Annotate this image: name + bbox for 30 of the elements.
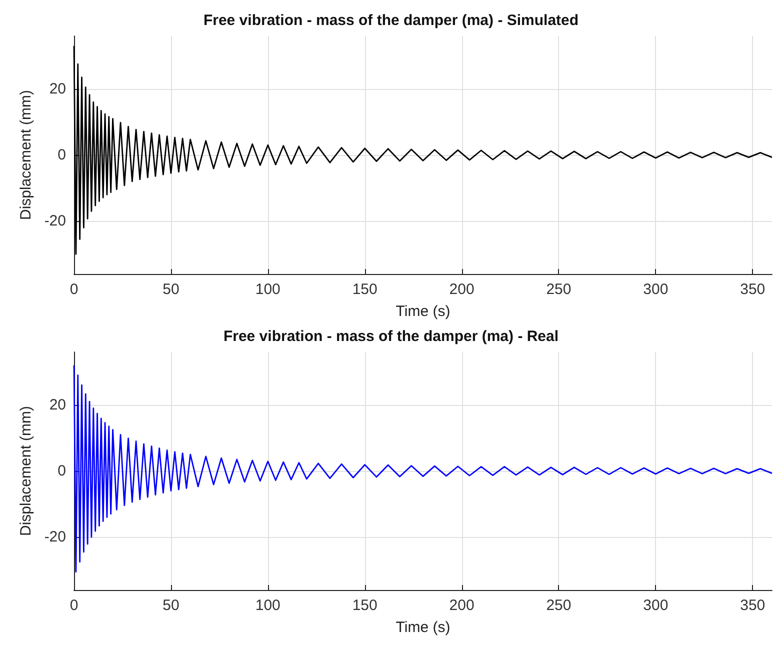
y-axis-title: Displacement (mm) bbox=[17, 90, 34, 220]
y-tick-label: 0 bbox=[58, 462, 66, 480]
y-tick-label: 20 bbox=[49, 80, 66, 98]
x-tick-label: 200 bbox=[449, 281, 474, 298]
x-tick-label: 50 bbox=[162, 281, 180, 298]
chart-title: Free vibration - mass of the damper (ma) - Simulated bbox=[203, 12, 579, 29]
x-tick-label: 100 bbox=[255, 281, 280, 298]
y-tick-label: -20 bbox=[44, 528, 66, 546]
x-tick-label: 300 bbox=[643, 597, 668, 614]
x-axis-title: Time (s) bbox=[396, 619, 450, 636]
x-tick-label: 50 bbox=[162, 597, 180, 614]
line-series bbox=[73, 45, 773, 255]
x-tick-label: 350 bbox=[740, 281, 766, 298]
y-tick-label: 20 bbox=[49, 396, 66, 414]
x-tick-label: 100 bbox=[255, 597, 280, 614]
x-tick-label: 150 bbox=[352, 597, 378, 614]
x-tick-label: 300 bbox=[643, 281, 668, 298]
x-tick-label: 250 bbox=[546, 597, 572, 614]
y-tick-label: 0 bbox=[58, 146, 66, 164]
x-tick-label: 0 bbox=[70, 281, 78, 298]
x-tick-label: 350 bbox=[740, 597, 766, 614]
x-tick-label: 250 bbox=[546, 281, 572, 298]
x-tick-label: 200 bbox=[449, 597, 474, 614]
y-tick-label: -20 bbox=[44, 212, 66, 230]
x-tick-label: 0 bbox=[70, 597, 78, 614]
chart-title: Free vibration - mass of the damper (ma) - Real bbox=[223, 328, 559, 345]
x-axis-title: Time (s) bbox=[396, 303, 450, 320]
line-series bbox=[73, 364, 773, 573]
x-tick-label: 150 bbox=[352, 281, 378, 298]
y-axis-title: Displacement (mm) bbox=[17, 406, 34, 536]
